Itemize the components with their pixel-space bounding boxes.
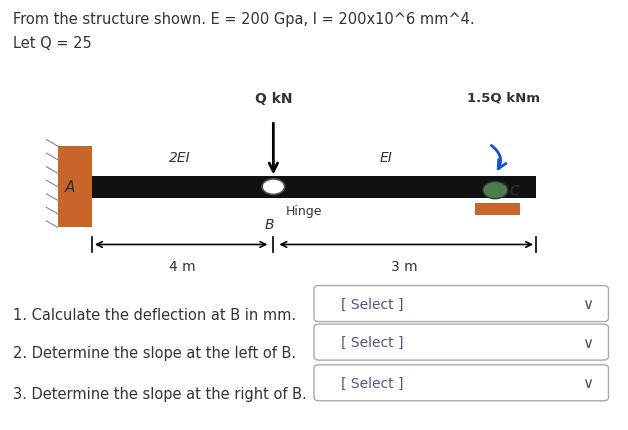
Circle shape xyxy=(262,180,284,195)
Text: 2EI: 2EI xyxy=(169,150,190,164)
Text: 1.5Q kNm: 1.5Q kNm xyxy=(467,91,540,104)
Text: [ Select ]: [ Select ] xyxy=(341,297,403,311)
Text: B: B xyxy=(264,217,274,231)
Text: A: A xyxy=(65,180,75,195)
Text: Hinge: Hinge xyxy=(286,204,322,217)
Text: 2. Determine the slope at the left of B.: 2. Determine the slope at the left of B. xyxy=(13,345,296,360)
Text: ∨: ∨ xyxy=(582,375,593,390)
Text: 1. Calculate the deflection at B in mm.: 1. Calculate the deflection at B in mm. xyxy=(13,307,296,322)
Text: Q kN: Q kN xyxy=(254,92,292,106)
Text: 3 m: 3 m xyxy=(391,260,418,274)
Text: Let Q = 25: Let Q = 25 xyxy=(13,36,92,51)
Text: 4 m: 4 m xyxy=(170,260,196,274)
Text: ∨: ∨ xyxy=(582,335,593,350)
FancyBboxPatch shape xyxy=(314,365,609,401)
Bar xyxy=(58,147,92,228)
Text: ∨: ∨ xyxy=(582,296,593,311)
Text: 3. Determine the slope at the right of B.: 3. Determine the slope at the right of B… xyxy=(13,386,306,401)
Text: [ Select ]: [ Select ] xyxy=(341,376,403,390)
Bar xyxy=(475,203,521,216)
Text: From the structure shown. E = 200 Gpa, I = 200x10^6 mm^4.: From the structure shown. E = 200 Gpa, I… xyxy=(13,12,474,27)
Circle shape xyxy=(483,182,508,199)
FancyBboxPatch shape xyxy=(314,286,609,322)
Text: [ Select ]: [ Select ] xyxy=(341,335,403,349)
Text: C: C xyxy=(510,183,519,197)
Bar xyxy=(92,176,536,198)
Text: EI: EI xyxy=(379,150,392,164)
FancyBboxPatch shape xyxy=(314,324,609,360)
